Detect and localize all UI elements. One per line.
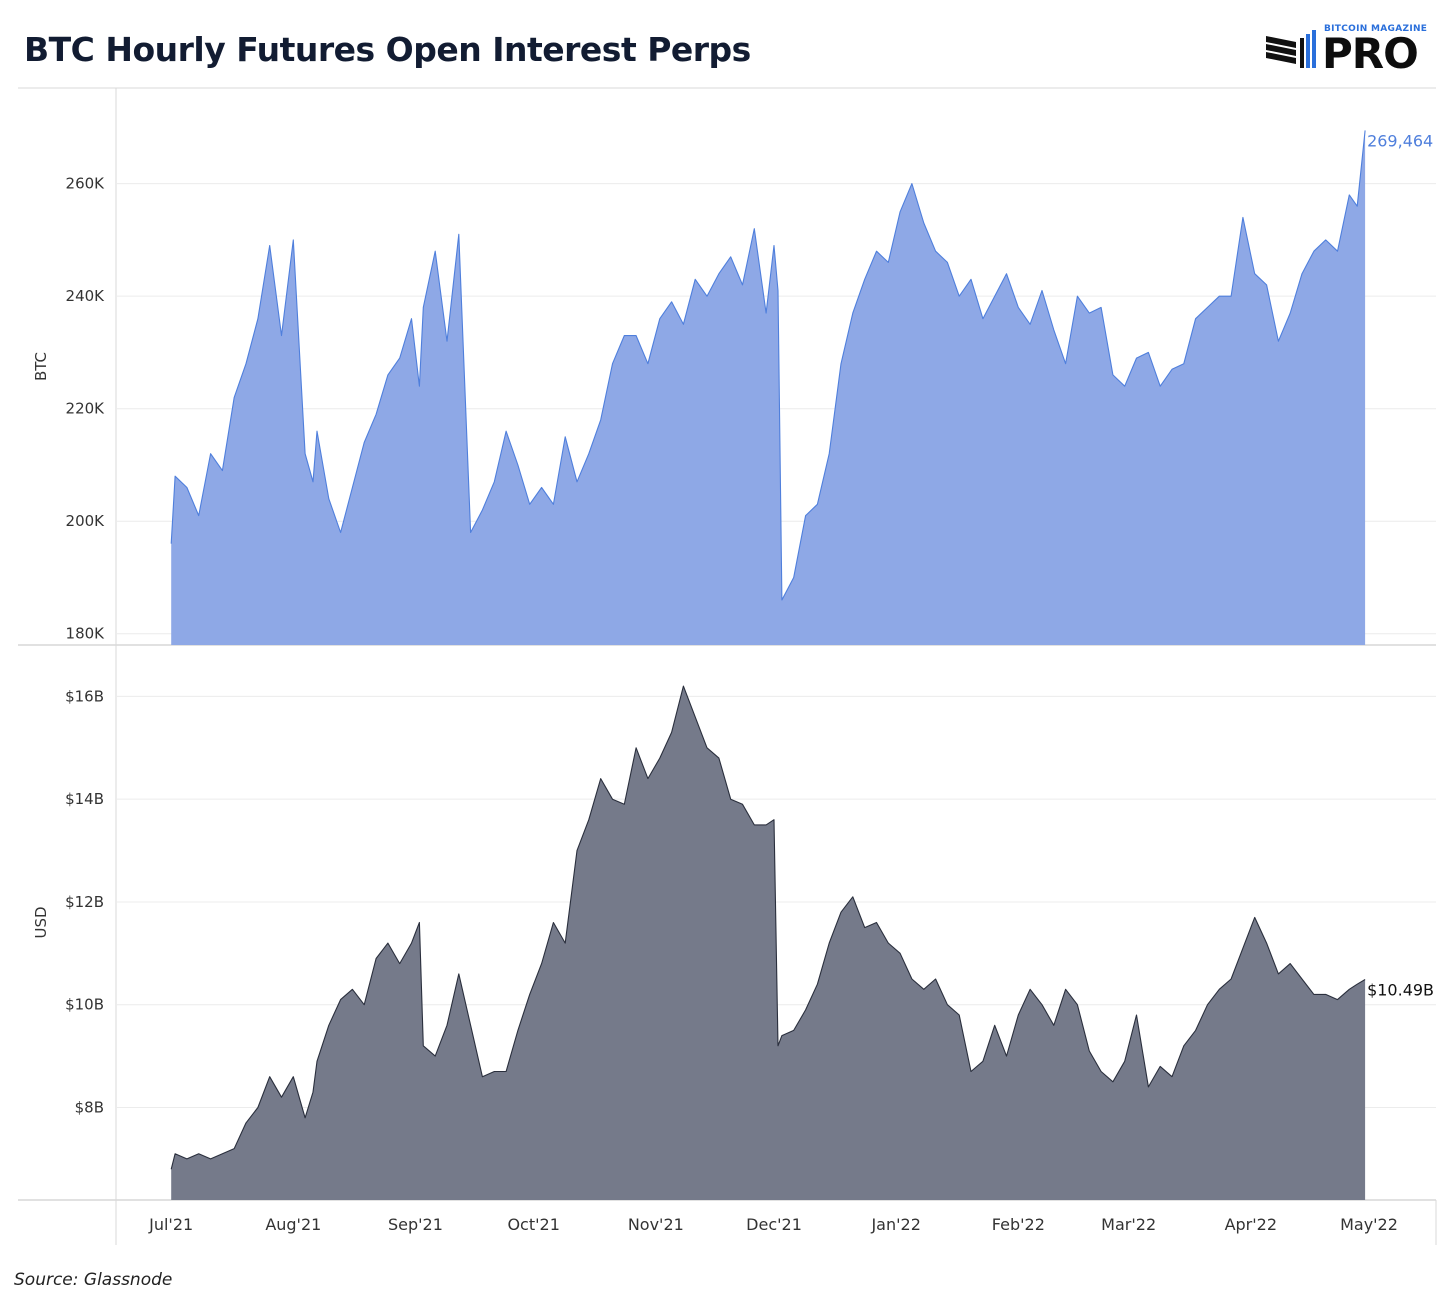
x-tick-label: Oct'21 <box>507 1215 559 1234</box>
y-tick-label: $10B <box>65 996 104 1014</box>
usd-panel: $8B $10B $12B $14B $16B USD $10.49B <box>32 685 1436 1200</box>
y-tick-label: 240K <box>66 287 106 305</box>
x-tick-label: Mar'22 <box>1101 1215 1156 1234</box>
source-note: Source: Glassnode <box>14 1270 173 1290</box>
x-tick-label: Jul'21 <box>148 1215 193 1234</box>
brand-logo: BITCOIN MAGAZINE PRO <box>1262 22 1434 78</box>
y-tick-label: $16B <box>65 687 104 705</box>
btc-panel: 180K 200K 220K 240K 260K BTC 269,464 <box>32 130 1436 645</box>
series-area <box>171 686 1366 1200</box>
series-area <box>171 130 1366 645</box>
x-tick-label: Aug'21 <box>265 1215 321 1234</box>
bar-stack-icon <box>1266 30 1316 68</box>
chart-title: BTC Hourly Futures Open Interest Perps <box>24 30 751 69</box>
x-tick-label: Feb'22 <box>992 1215 1045 1234</box>
x-tick-label: May'22 <box>1340 1215 1398 1234</box>
y-tick-label: 180K <box>66 625 106 643</box>
last-value-label: 269,464 <box>1367 131 1433 150</box>
x-tick-label: Sep'21 <box>388 1215 443 1234</box>
y-tick-label: $12B <box>65 893 104 911</box>
series-line <box>170 130 1366 601</box>
series-line <box>170 685 1366 1170</box>
y-tick-label: $14B <box>65 790 104 808</box>
y-tick-label: 260K <box>66 175 106 193</box>
y-axis-label: USD <box>32 906 50 938</box>
y-axis-label: BTC <box>32 352 50 381</box>
last-value-label: $10.49B <box>1367 981 1434 1000</box>
x-tick-label: Apr'22 <box>1225 1215 1277 1234</box>
y-tick-label: 220K <box>66 400 106 418</box>
logo-top-text: BITCOIN MAGAZINE <box>1324 24 1428 34</box>
x-tick-label: Jan'22 <box>870 1215 920 1234</box>
y-tick-label: 200K <box>66 512 106 530</box>
y-tick-label: $8B <box>75 1099 104 1117</box>
x-tick-label: Dec'21 <box>746 1215 802 1234</box>
logo-main-text: PRO <box>1322 29 1419 78</box>
x-tick-label: Nov'21 <box>628 1215 684 1234</box>
x-axis: Jul'21 Aug'21 Sep'21 Oct'21 Nov'21 Dec'21 Jan'… <box>148 1215 1398 1234</box>
chart-area: 180K 200K 220K 240K 260K BTC 269,464 $8B $10B $1… <box>18 87 1437 1245</box>
